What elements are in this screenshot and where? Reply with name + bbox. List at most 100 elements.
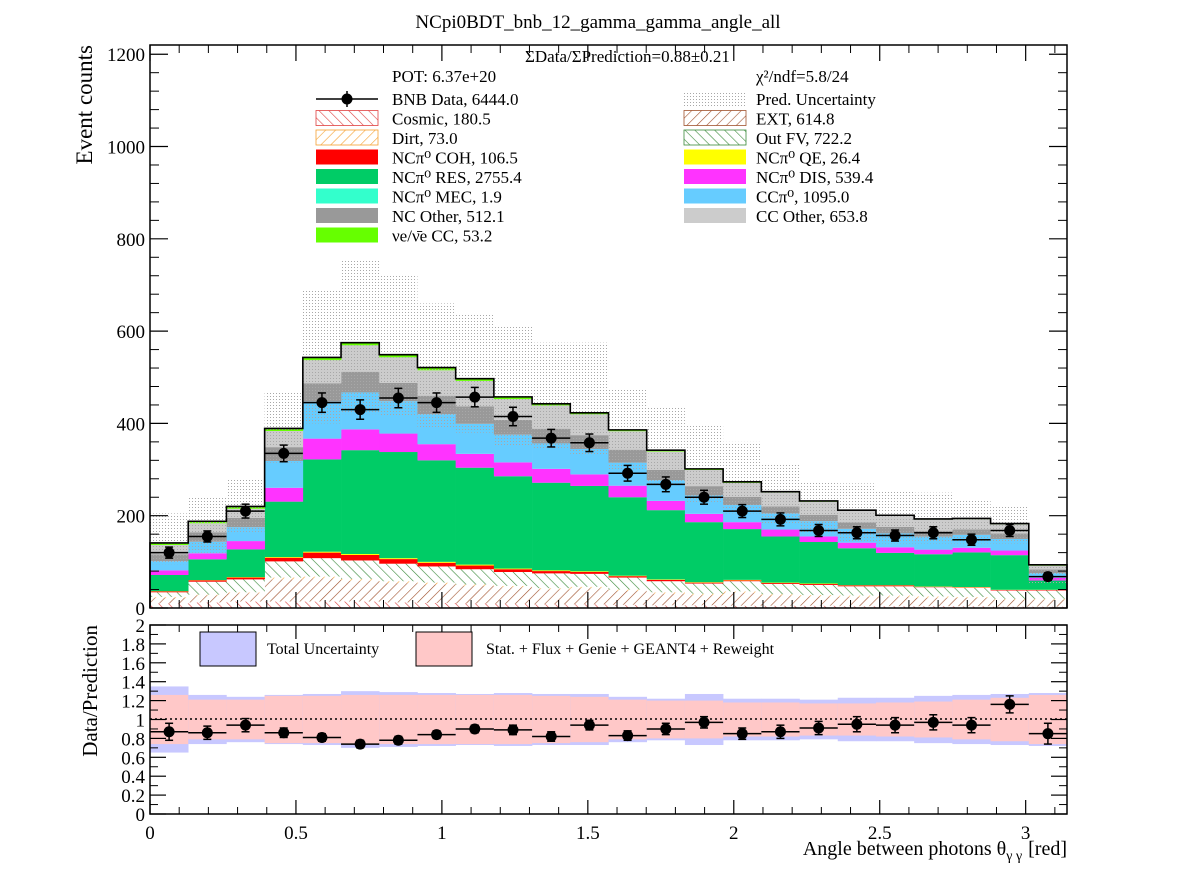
- bar-segment-0-9: [493, 603, 533, 608]
- ratio-y-tick-label-1: 0.2: [121, 786, 145, 807]
- bar-segment-2-13: [646, 592, 686, 594]
- ratio-y-tick-label-2: 0.4: [121, 767, 145, 788]
- ratio-y-tick-label-8: 1.6: [121, 654, 145, 675]
- y-tick-label-0: 0: [136, 599, 146, 620]
- ratio-legend-label-0: Total Uncertainty: [267, 641, 379, 658]
- y-tick-label-2: 400: [117, 414, 146, 435]
- bar-segment-7-12: [608, 485, 648, 498]
- data-points: [150, 386, 1067, 583]
- data-point-17: [813, 524, 825, 536]
- bar-segment-3-6: [379, 563, 418, 582]
- bar-segment-6-16: [761, 536, 800, 583]
- ratio-y-tick-label-0: 0: [136, 805, 146, 826]
- bar-segment-2-5: [341, 578, 380, 581]
- legend-label-12: NC Other, 512.1: [392, 207, 505, 226]
- bar-segment-6-17: [799, 542, 839, 584]
- legend-swatch-10: [316, 188, 378, 204]
- ratio-points: [150, 695, 1067, 750]
- ratio-point-22: [1004, 698, 1016, 710]
- bar-segment-2-15: [723, 591, 762, 593]
- x-tick-label-4: 2: [729, 823, 739, 844]
- bar-segment-0-12: [608, 604, 648, 608]
- ratio-point-21: [965, 719, 977, 731]
- main-axes: 0 200 400 600 800 1000 1200: [107, 45, 1067, 620]
- bar-segment-4-14: [684, 582, 724, 584]
- bar-segment-3-13: [646, 581, 686, 593]
- bar-segment-1-21: [952, 597, 991, 607]
- total-prediction-line: [149, 341, 1068, 608]
- data-point-6: [392, 392, 404, 404]
- bar-segment-6-2: [226, 549, 265, 578]
- legend-label-13: CC Other, 653.8: [756, 207, 868, 226]
- total-prediction-outline: [149, 341, 1068, 608]
- bar-segment-0-3: [264, 601, 304, 608]
- bar-segment-7-10: [532, 468, 571, 483]
- bar-segment-6-10: [532, 482, 571, 571]
- bar-segment-6-5: [341, 450, 380, 555]
- bar-segment-6-19: [875, 552, 915, 586]
- bar-segment-4-5: [341, 554, 380, 561]
- data-point-2: [240, 505, 252, 517]
- bar-segment-6-21: [952, 552, 991, 588]
- x-tick-label-1: 0.5: [284, 823, 308, 844]
- legend-swatch-3: [683, 110, 747, 126]
- bar-segment-7-20: [914, 549, 953, 555]
- bar-segment-2-18: [837, 595, 877, 597]
- legend-label-14: νe/ν̄e CC, 53.2: [392, 227, 492, 246]
- bar-segment-0-13: [646, 605, 686, 608]
- bar-segment-0-17: [799, 605, 839, 608]
- legend-swatch-8: [316, 169, 378, 184]
- bar-segment-4-8: [455, 565, 495, 570]
- bar-segment-7-9: [493, 462, 533, 477]
- y-axis-label: Event counts: [72, 45, 97, 164]
- bar-segment-5-6: [379, 558, 418, 560]
- legend-swatch-7: [684, 149, 746, 165]
- ratio-stat-unc-8: [455, 694, 495, 745]
- bar-segment-2-9: [493, 585, 533, 588]
- bar-segment-6-12: [608, 497, 648, 576]
- bar-segment-1-8: [455, 585, 495, 604]
- bar-segment-6-4: [302, 459, 342, 552]
- bar-segment-2-4: [302, 576, 342, 579]
- bar-segment-0-20: [914, 606, 953, 608]
- bar-segment-4-19: [875, 585, 915, 587]
- bar-segment-2-21: [952, 596, 991, 598]
- bar-segment-7-4: [302, 438, 342, 460]
- bar-segment-1-0: [150, 597, 189, 604]
- pred-unc-bin-14: [684, 425, 724, 502]
- bar-segment-6-3: [264, 501, 304, 558]
- bar-segment-7-2: [226, 541, 265, 550]
- bar-segment-6-9: [493, 476, 533, 569]
- bar-segment-5-8: [455, 564, 495, 566]
- bar-segment-5-4: [302, 551, 342, 553]
- bar-segment-9-22: [990, 538, 1030, 551]
- data-point-13: [660, 478, 672, 490]
- bar-segment-7-16: [761, 529, 800, 537]
- x-axis-label: Angle between photons θγ γ [red]: [803, 838, 1067, 864]
- bar-segment-4-6: [379, 559, 418, 564]
- ratio-y-tick-label-6: 1.2: [121, 692, 145, 713]
- bar-segment-7-21: [952, 547, 991, 553]
- bar-segment-2-3: [264, 577, 304, 580]
- bar-segment-7-13: [646, 500, 686, 511]
- legend-swatch-4: [315, 129, 379, 146]
- bar-segment-3-14: [684, 583, 724, 594]
- bar-segment-0-8: [455, 603, 495, 608]
- bar-segment-9-0: [150, 561, 189, 571]
- bar-segment-2-23: [1028, 598, 1068, 600]
- bar-segment-1-17: [799, 596, 839, 606]
- bar-segment-3-0: [150, 592, 189, 597]
- bar-segment-3-23: [1028, 590, 1068, 599]
- stacked-bars: [150, 342, 1068, 608]
- bar-segment-0-7: [417, 602, 456, 608]
- bar-segment-0-5: [341, 601, 380, 608]
- bar-segment-6-7: [417, 460, 456, 562]
- bar-segment-7-18: [837, 542, 877, 549]
- bar-segment-6-23: [1028, 580, 1068, 590]
- legend-label-5: Out FV, 722.2: [756, 129, 852, 148]
- bar-segment-0-21: [952, 606, 991, 608]
- bar-segment-7-8: [455, 453, 495, 468]
- bar-segment-2-14: [684, 593, 724, 596]
- bar-segment-2-0: [150, 596, 189, 598]
- legend-label-9: NCπ⁰ DIS, 539.4: [756, 168, 874, 187]
